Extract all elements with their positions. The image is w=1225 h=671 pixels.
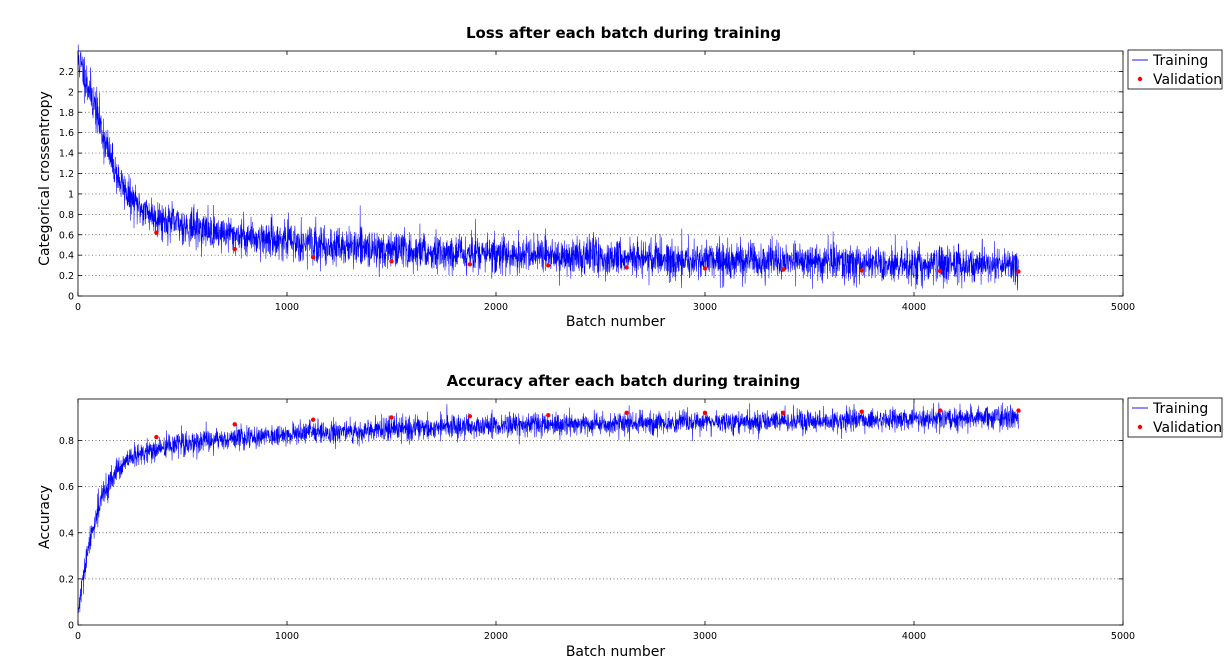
validation-point (232, 246, 237, 252)
x-tick-label: 5000 (1111, 631, 1135, 642)
y-tick-label: 0.2 (59, 574, 74, 585)
validation-point (154, 434, 159, 440)
chart-title: Loss after each batch during training (466, 24, 781, 42)
legend-validation-swatch (1137, 424, 1143, 430)
validation-point (389, 415, 394, 420)
x-tick-label: 2000 (484, 302, 508, 313)
validation-point (624, 265, 629, 270)
y-tick-label: 1.4 (59, 149, 74, 160)
y-tick-label: 0.2 (59, 271, 74, 282)
legend-box (1127, 49, 1223, 90)
y-tick-label: 0 (68, 621, 74, 632)
loss-chart: 0 0.2 0.4 0.6 0.8 1 1.2 1.4 1.6 1.8 2 2.2 0 1000 2000 3… (37, 24, 1223, 330)
validation-point (467, 262, 473, 267)
validation-point (154, 230, 159, 235)
axes-frame (77, 398, 1124, 626)
legend: Training Validation (1127, 49, 1223, 90)
x-tick-label: 5000 (1111, 302, 1135, 313)
y-tick-label: 2.2 (59, 67, 74, 78)
y-tick-label: 0 (68, 292, 74, 303)
x-axis-label: Batch number (566, 644, 666, 660)
y-tick-label: 0.8 (59, 436, 74, 447)
accuracy-chart: 0 0.2 0.4 0.6 0.8 0 1000 2000 3000 4000 5000 Accura… (37, 372, 1223, 660)
legend-validation-label: Validation (1153, 72, 1222, 88)
y-tick-label: 0.6 (59, 230, 74, 241)
x-tick-label: 1000 (275, 302, 299, 313)
y-tick-label: 1.8 (59, 108, 74, 119)
training-series-line (77, 401, 1019, 614)
y-tick-label: 0.4 (59, 251, 74, 262)
validation-point (546, 263, 551, 268)
y-tick-label: 1.6 (59, 128, 74, 139)
x-tick-label: 0 (75, 302, 81, 313)
legend-training-label: Training (1152, 53, 1208, 69)
y-tick-label: 0.8 (59, 210, 74, 221)
y-tick-label: 1.2 (59, 169, 74, 180)
x-tick-label: 0 (75, 631, 81, 642)
x-tick-label: 1000 (275, 631, 299, 642)
validation-point (467, 414, 473, 419)
x-axis-label: Batch number (566, 314, 666, 330)
x-tick-label: 4000 (902, 302, 926, 313)
validation-point (702, 266, 708, 271)
validation-point (859, 268, 864, 273)
validation-point (389, 259, 394, 264)
chart-title: Accuracy after each batch during trainin… (447, 372, 801, 390)
validation-point (310, 255, 316, 260)
legend-validation-label: Validation (1153, 420, 1222, 436)
validation-point (624, 410, 629, 416)
x-tick-label: 2000 (484, 631, 508, 642)
validation-point (937, 268, 943, 274)
y-tick-label: 0.4 (59, 528, 74, 539)
legend-training-label: Training (1152, 401, 1208, 417)
validation-point (781, 410, 786, 416)
validation-point (546, 412, 551, 418)
y-tick-label: 0.6 (59, 482, 74, 493)
validation-point (1016, 408, 1021, 413)
validation-point (937, 408, 943, 413)
validation-point (781, 267, 786, 272)
validation-point (702, 410, 708, 416)
y-tick-label: 2 (68, 87, 74, 98)
validation-point (310, 417, 316, 422)
legend-box (1127, 397, 1223, 438)
y-axis-label: Categorical crossentropy (37, 91, 53, 266)
y-tick-label: 1 (68, 189, 74, 200)
x-tick-label: 3000 (693, 302, 717, 313)
validation-point (1016, 269, 1021, 274)
legend-validation-swatch (1137, 76, 1143, 82)
validation-point (232, 422, 237, 427)
validation-point (859, 409, 864, 414)
legend: Training Validation (1127, 397, 1223, 438)
x-tick-label: 3000 (693, 631, 717, 642)
y-axis-label: Accuracy (37, 485, 53, 549)
x-tick-label: 4000 (902, 631, 926, 642)
